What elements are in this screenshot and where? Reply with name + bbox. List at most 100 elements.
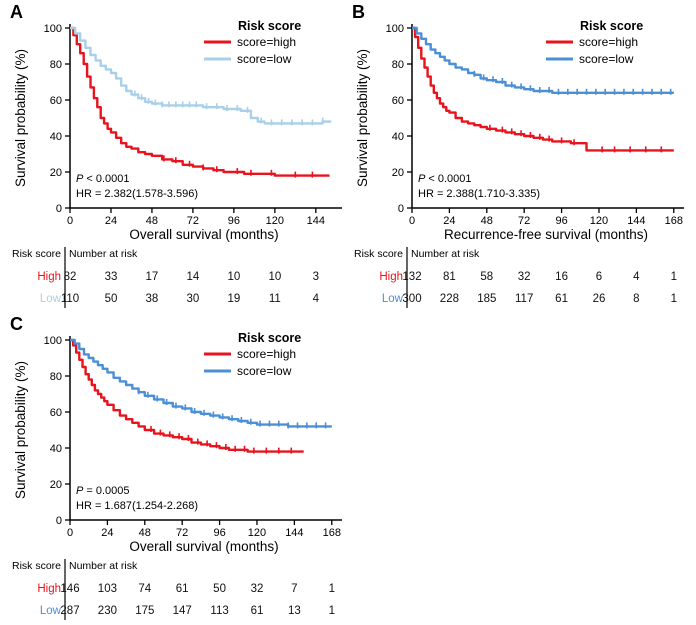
svg-text:61: 61 (555, 293, 568, 305)
svg-text:Survival probability (%): Survival probability (%) (13, 361, 28, 499)
svg-text:0: 0 (398, 203, 404, 215)
svg-text:7: 7 (291, 583, 297, 595)
svg-text:19: 19 (227, 293, 240, 305)
svg-text:24: 24 (443, 215, 455, 227)
panel-a: A 0 20 40 60 80 100 0 24 48 72 96 120 144 Survival pr… (8, 2, 352, 312)
svg-text:48: 48 (139, 527, 151, 539)
svg-text:score=low: score=low (237, 52, 292, 66)
svg-text:0: 0 (56, 203, 62, 215)
svg-text:32: 32 (251, 583, 264, 595)
svg-text:10: 10 (268, 271, 281, 283)
svg-text:228: 228 (440, 293, 459, 305)
svg-text:3: 3 (313, 271, 319, 283)
svg-text:80: 80 (50, 371, 62, 383)
svg-text:40: 40 (50, 443, 62, 455)
svg-text:0: 0 (67, 215, 73, 227)
risk-table-c: Risk score Number at risk High 146 103 74 61 50… (12, 559, 335, 620)
svg-text:20: 20 (392, 167, 404, 179)
svg-text:40: 40 (392, 131, 404, 143)
svg-text:168: 168 (323, 527, 341, 539)
svg-text:147: 147 (173, 605, 192, 617)
svg-text:120: 120 (266, 215, 284, 227)
svg-text:100: 100 (44, 335, 62, 347)
svg-text:P < 0.0001: P < 0.0001 (418, 173, 472, 185)
svg-text:High: High (37, 583, 61, 595)
svg-text:score=low: score=low (579, 52, 634, 66)
svg-text:HR = 2.388(1.710-3.335): HR = 2.388(1.710-3.335) (418, 188, 540, 200)
svg-text:10: 10 (227, 271, 240, 283)
svg-text:0: 0 (56, 515, 62, 527)
svg-text:HR = 1.687(1.254-2.268): HR = 1.687(1.254-2.268) (76, 500, 198, 512)
svg-text:61: 61 (251, 605, 264, 617)
svg-text:0: 0 (67, 527, 73, 539)
svg-text:185: 185 (477, 293, 496, 305)
svg-text:24: 24 (101, 527, 113, 539)
svg-text:287: 287 (60, 605, 79, 617)
svg-text:score=high: score=high (237, 347, 296, 361)
svg-text:High: High (379, 271, 403, 283)
svg-text:48: 48 (481, 215, 493, 227)
svg-text:Survival probability (%): Survival probability (%) (355, 49, 370, 187)
svg-text:Risk score: Risk score (12, 560, 61, 572)
svg-text:38: 38 (146, 293, 159, 305)
svg-text:50: 50 (213, 583, 226, 595)
svg-text:Risk score: Risk score (238, 331, 301, 345)
svg-text:60: 60 (50, 407, 62, 419)
svg-text:80: 80 (50, 59, 62, 71)
svg-text:230: 230 (98, 605, 117, 617)
svg-text:Risk score: Risk score (238, 19, 301, 33)
svg-text:175: 175 (135, 605, 154, 617)
svg-text:0: 0 (409, 215, 415, 227)
svg-text:168: 168 (665, 215, 683, 227)
risk-table-a: Risk score Number at risk High 82 33 17 14 10 10… (12, 247, 320, 308)
svg-text:26: 26 (593, 293, 606, 305)
svg-text:74: 74 (138, 583, 151, 595)
svg-text:103: 103 (98, 583, 117, 595)
svg-text:300: 300 (402, 293, 421, 305)
svg-text:HR = 2.382(1.578-3.596): HR = 2.382(1.578-3.596) (76, 188, 198, 200)
svg-text:40: 40 (50, 131, 62, 143)
svg-text:4: 4 (633, 271, 640, 283)
svg-text:Survival probability (%): Survival probability (%) (13, 49, 28, 187)
svg-text:P < 0.0001: P < 0.0001 (76, 173, 130, 185)
panel-c: C 0 20 40 60 80 100 0 24 48 72 96 120 144 168 Survival… (8, 314, 352, 624)
svg-text:20: 20 (50, 167, 62, 179)
km-plot-c: 0 20 40 60 80 100 0 24 48 72 96 120 144 168 Survival p… (13, 331, 342, 554)
svg-text:Number at risk: Number at risk (411, 248, 480, 260)
svg-text:120: 120 (590, 215, 608, 227)
svg-text:16: 16 (555, 271, 568, 283)
svg-text:100: 100 (386, 23, 404, 35)
svg-text:96: 96 (555, 215, 567, 227)
svg-text:110: 110 (61, 293, 79, 305)
svg-text:120: 120 (248, 527, 266, 539)
svg-text:113: 113 (210, 605, 228, 617)
svg-text:1: 1 (329, 583, 335, 595)
svg-text:72: 72 (518, 215, 530, 227)
svg-text:Risk score: Risk score (354, 248, 403, 260)
svg-text:72: 72 (187, 215, 199, 227)
svg-text:96: 96 (228, 215, 240, 227)
panel-label-b: B (352, 2, 365, 22)
svg-text:61: 61 (176, 583, 189, 595)
svg-text:60: 60 (50, 95, 62, 107)
svg-text:6: 6 (596, 271, 602, 283)
svg-text:Low: Low (382, 293, 404, 305)
panel-label-c: C (10, 314, 23, 334)
svg-text:Number at risk: Number at risk (69, 248, 138, 260)
svg-text:60: 60 (392, 95, 404, 107)
svg-text:High: High (37, 271, 61, 283)
svg-text:Overall survival (months): Overall survival (months) (129, 227, 278, 242)
svg-text:Recurrence-free survival (mont: Recurrence-free survival (months) (444, 227, 648, 242)
svg-text:132: 132 (402, 271, 421, 283)
svg-text:33: 33 (105, 271, 118, 283)
svg-text:Overall survival (months): Overall survival (months) (129, 539, 278, 554)
svg-text:Risk score: Risk score (12, 248, 61, 260)
panel-b: B 0 20 40 60 80 100 0 24 48 72 96 120 144 168 Survival… (350, 2, 694, 312)
svg-text:14: 14 (187, 271, 200, 283)
svg-text:Number at risk: Number at risk (69, 560, 138, 572)
svg-text:30: 30 (187, 293, 200, 305)
svg-text:17: 17 (146, 271, 159, 283)
svg-text:82: 82 (64, 271, 77, 283)
